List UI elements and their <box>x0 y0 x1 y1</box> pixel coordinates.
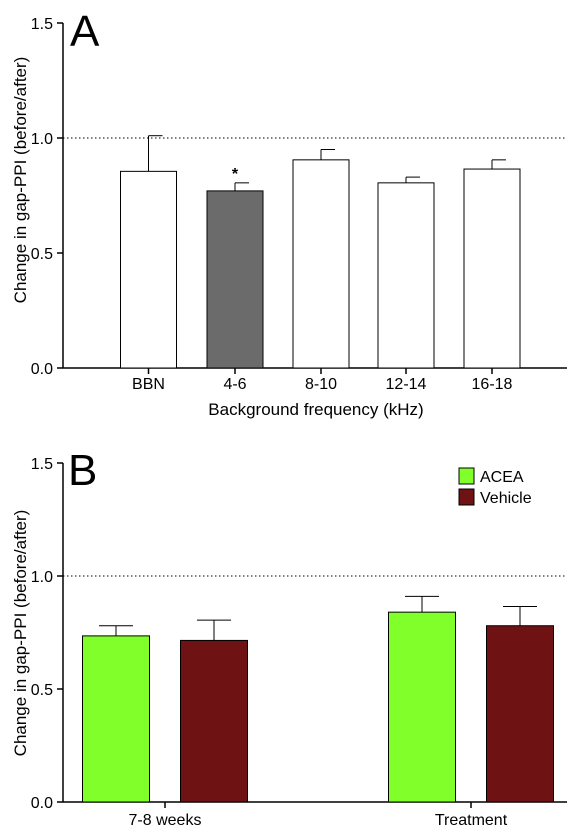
panel-b-y-axis-title: Change in gap-PPI (before/after) <box>11 510 30 757</box>
y-tick-label: 1.0 <box>31 131 53 148</box>
bar-acea <box>82 635 150 803</box>
y-tick-label: 1.5 <box>31 16 53 33</box>
y-tick-label: 1.5 <box>31 456 53 473</box>
panel-a-y-axis-title: Change in gap-PPI (before/after) <box>11 57 30 304</box>
y-tick-label: 0.5 <box>31 682 53 699</box>
panel-b-letter: B <box>68 446 97 495</box>
bar <box>120 170 177 369</box>
y-tick-label: 0.0 <box>31 361 53 378</box>
panel-b: B Change in gap-PPI (before/after) 0.0 0.… <box>11 446 567 826</box>
bar <box>463 168 521 369</box>
y-tick-label: 1.0 <box>31 569 53 586</box>
legend-label-acea: ACEA <box>480 469 524 486</box>
legend-label-vehicle: Vehicle <box>480 490 532 507</box>
bar-vehicle <box>486 625 554 803</box>
bar <box>377 182 435 369</box>
x-tick-label: Treatment <box>435 812 508 826</box>
panel-a: A Change in gap-PPI (before/after) Backg… <box>11 7 567 419</box>
y-tick-label: 0.0 <box>31 795 53 812</box>
x-tick-label: 16-18 <box>472 376 513 393</box>
bar-acea <box>388 611 456 803</box>
x-tick-label: 8-10 <box>305 376 337 393</box>
legend-swatch-vehicle <box>458 488 475 506</box>
panel-a-x-axis-title: Background frequency (kHz) <box>208 400 423 419</box>
x-tick-label: 7-8 weeks <box>129 812 202 826</box>
legend-swatch-acea <box>458 467 475 485</box>
y-tick-label: 0.5 <box>31 246 53 263</box>
x-tick-label: BBN <box>132 376 165 393</box>
x-tick-label: 12-14 <box>386 376 427 393</box>
bar-vehicle <box>180 639 248 803</box>
panel-b-legend: ACEA Vehicle <box>458 467 532 507</box>
bar <box>292 159 350 369</box>
significance-marker: * <box>232 166 239 183</box>
panel-a-letter: A <box>70 7 100 56</box>
x-tick-label: 4-6 <box>223 376 246 393</box>
bar <box>206 190 264 369</box>
